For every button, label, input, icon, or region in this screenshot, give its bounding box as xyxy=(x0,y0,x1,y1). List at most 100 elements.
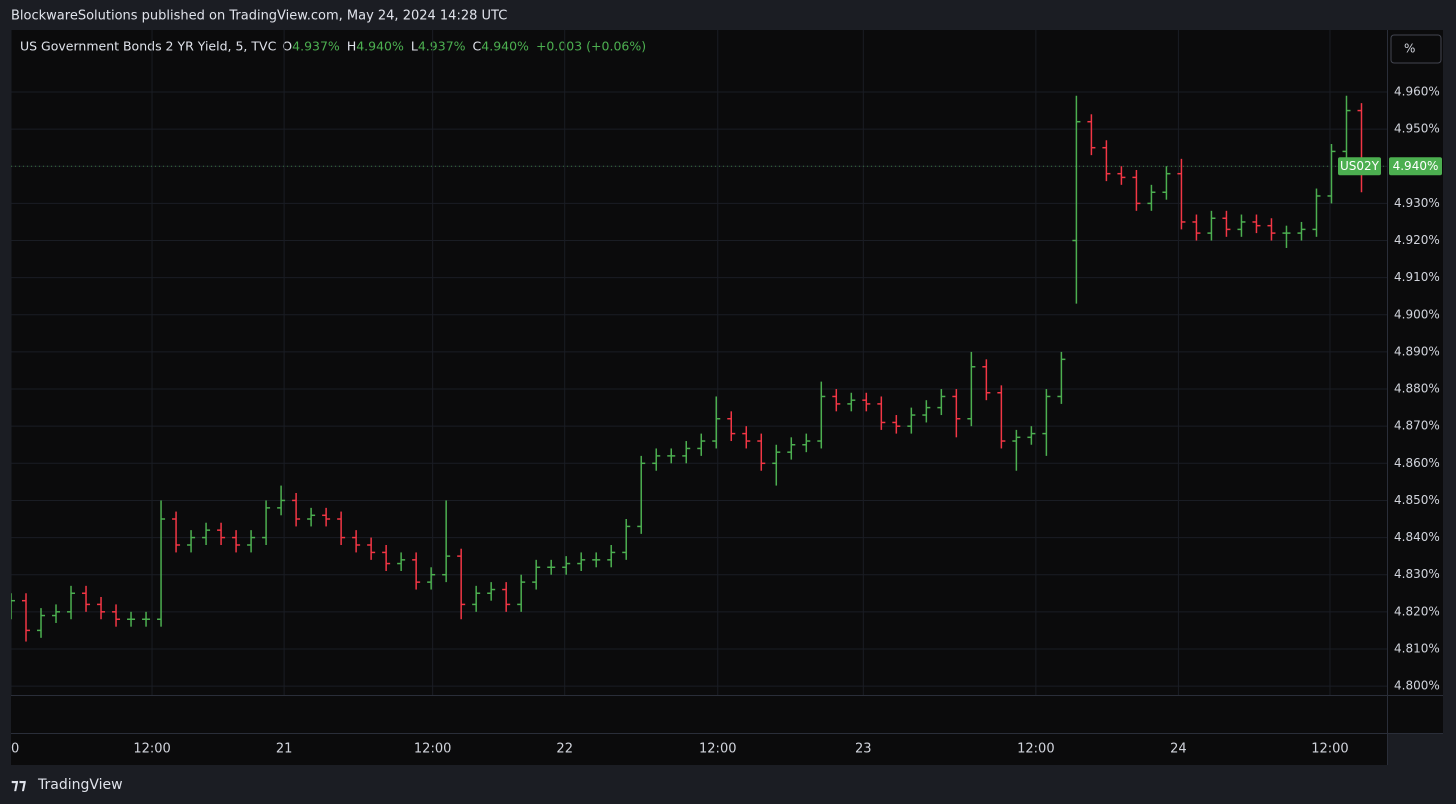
x-tick-label: 21 xyxy=(276,742,293,757)
x-tick-label: 20 xyxy=(3,742,20,757)
y-tick-label: 4.930% xyxy=(1394,196,1440,210)
ohlc-bar xyxy=(277,485,286,516)
ohlc-bar xyxy=(1012,429,1021,471)
x-tick-label: 23 xyxy=(855,742,872,757)
ohlc-bar xyxy=(952,389,961,438)
ohlc-bar xyxy=(457,548,466,620)
ohlc-bar xyxy=(412,552,421,590)
x-tick-label: 12:00 xyxy=(1017,742,1054,757)
ohlc-bar xyxy=(847,392,856,412)
x-tick-label: 12:00 xyxy=(699,742,736,757)
x-tick-label: 22 xyxy=(556,742,573,757)
ohlc-bar xyxy=(877,396,886,430)
x-tick-label: 12:00 xyxy=(1311,742,1348,757)
ohlc-bar xyxy=(637,455,646,534)
ohlc-bar xyxy=(1327,143,1336,204)
ohlc-bar xyxy=(232,530,241,553)
ohlc-bar xyxy=(712,396,721,449)
x-tick-label: 12:00 xyxy=(414,742,451,757)
ohlc-bar xyxy=(592,552,601,568)
ohlc-bar xyxy=(937,389,946,416)
ohlc-bar xyxy=(142,611,151,627)
x-tick-label: 24 xyxy=(1170,742,1187,757)
ohlc-bar xyxy=(1222,210,1231,237)
symbol-tag xyxy=(1338,157,1381,176)
ohlc-bar xyxy=(397,552,406,571)
ohlc-bar xyxy=(187,530,196,553)
ohlc-bar xyxy=(982,359,991,401)
price-pane xyxy=(11,30,1387,695)
unit-label: % xyxy=(1404,42,1415,56)
ohlc-bar xyxy=(217,522,226,545)
ohlc-bar xyxy=(487,582,496,601)
brand-name: TradingView xyxy=(37,777,123,793)
ohlc-bar xyxy=(67,585,76,620)
ohlc-bar xyxy=(367,537,376,560)
ohlc-bar xyxy=(922,400,931,423)
symbol-tag-label: US02Y xyxy=(1340,159,1380,173)
ohlc-bar xyxy=(742,426,751,449)
unit-button[interactable] xyxy=(1390,34,1442,64)
ohlc-bar xyxy=(652,448,661,471)
ohlc-bar xyxy=(157,500,166,627)
y-tick-label: 4.900% xyxy=(1394,307,1440,321)
ohlc-bar xyxy=(292,493,301,527)
legend: US Government Bonds 2 YR Yield, 5, TVC O 4… xyxy=(20,39,646,54)
x-tick-label: 12:00 xyxy=(133,742,170,757)
ohlc-bar xyxy=(682,441,691,464)
ohlc-bar xyxy=(997,385,1006,449)
ohlc-bar xyxy=(1057,351,1066,404)
ohlc-bar xyxy=(322,507,331,527)
ohlc-bar xyxy=(967,351,976,427)
ohlc-bar xyxy=(82,585,91,612)
ohlc-bar xyxy=(757,433,766,471)
ohlc-bar xyxy=(817,381,826,449)
ohlc-bar xyxy=(1282,225,1291,248)
ohlc-bar xyxy=(802,433,811,453)
y-tick-label: 4.820% xyxy=(1394,604,1440,618)
ohlc-bar xyxy=(262,500,271,545)
price-axis xyxy=(1388,30,1443,733)
y-tick-label: 4.950% xyxy=(1394,122,1440,136)
ohlc-bar xyxy=(1087,114,1096,156)
y-tick-label: 4.870% xyxy=(1394,419,1440,433)
time-labels: 20 12:00 21 12:00 22 12:00 23 12:00 24 12:00 xyxy=(3,742,1349,757)
ohlc-bar xyxy=(442,500,451,583)
legend-value: 4.937% xyxy=(418,39,466,54)
ohlc-bar xyxy=(1342,95,1351,159)
ohlc-bar xyxy=(907,407,916,434)
ohlc-bar xyxy=(1267,218,1276,241)
y-tick-label: 4.850% xyxy=(1394,493,1440,507)
ohlc-bar xyxy=(337,511,346,545)
legend-key: O xyxy=(282,39,292,54)
plot-area xyxy=(11,30,1387,695)
time-axis xyxy=(11,734,1387,765)
ohlc-bar xyxy=(547,559,556,575)
ohlc-bar xyxy=(127,611,136,627)
ohlc-bar xyxy=(832,389,841,412)
y-tick-label: 4.840% xyxy=(1394,530,1440,544)
ohlc-bar xyxy=(1027,426,1036,445)
brand-logo: ⁊⁊ xyxy=(11,776,26,794)
ohlc-bar xyxy=(1312,188,1321,237)
published-line: BlockwareSolutions published on TradingV… xyxy=(11,9,507,24)
legend-change: +0.003 (+0.06%) xyxy=(536,39,646,54)
ohlc-bar xyxy=(247,530,256,553)
legend-symbol: US Government Bonds 2 YR Yield, 5, TVC xyxy=(20,39,277,54)
ohlc-bar xyxy=(11,593,15,620)
ohlc-bar xyxy=(697,433,706,456)
ohlc-bar xyxy=(1177,158,1186,230)
lower-pane xyxy=(11,696,1387,733)
y-tick-label: 4.810% xyxy=(1394,641,1440,655)
y-tick-label: 4.800% xyxy=(1394,679,1440,693)
ohlc-bar xyxy=(1162,166,1171,200)
ohlc-bar xyxy=(727,411,736,442)
ohlc-bar xyxy=(1072,95,1081,304)
ohlc-bar xyxy=(202,522,211,545)
y-tick-label: 4.960% xyxy=(1394,85,1440,99)
ohlc-bar xyxy=(1102,140,1111,182)
legend-value: 4.940% xyxy=(481,39,529,54)
price-tag xyxy=(1389,157,1442,176)
legend-value: 4.937% xyxy=(292,39,340,54)
